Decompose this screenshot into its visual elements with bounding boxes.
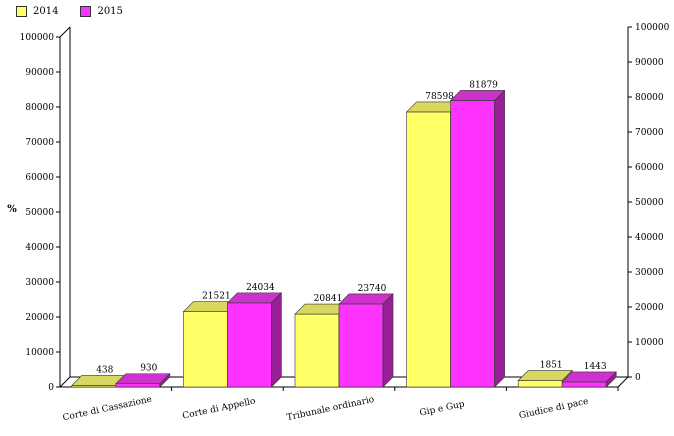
legend-label-2014: 2014: [33, 6, 59, 17]
y-tick-label-right: 50000: [635, 198, 664, 208]
bar-side: [271, 292, 282, 388]
bar-front: [183, 311, 228, 388]
x-tick-label: Giudice di pace: [518, 397, 589, 421]
data-label: 78598: [425, 92, 454, 102]
y-tick-label-right: 60000: [635, 163, 664, 173]
bar-side: [382, 293, 394, 388]
bar-front: [338, 303, 384, 388]
y-tick-label-left: 50000: [25, 208, 54, 218]
depth-edge-top-left: [59, 26, 71, 38]
y-tick-label-left: 30000: [25, 278, 54, 288]
chart-legend: 2014 2015: [16, 6, 123, 17]
data-label: 21521: [202, 292, 231, 302]
x-tick-label: Gip e Gup: [419, 399, 466, 418]
y-tick-label-right: 40000: [635, 233, 664, 243]
x-tick-label: Tribunale ordinario: [286, 395, 375, 423]
x-tick-label: Corte di Appello: [182, 396, 257, 421]
y-tick-label-left: 20000: [25, 313, 54, 323]
data-label: 20841: [314, 294, 343, 304]
y-tick-label-right: 100000: [635, 23, 670, 33]
y-tick-label-right: 30000: [635, 268, 664, 278]
legend-label-2015: 2015: [97, 6, 123, 17]
y-tick-label-right: 80000: [635, 93, 664, 103]
y-tick-label-right: 10000: [635, 338, 664, 348]
y-tick-label-left: 90000: [25, 68, 54, 78]
bar-side: [605, 371, 617, 388]
depth-edge-bottom-left: [59, 376, 71, 388]
bar-front: [517, 380, 563, 388]
y-tick-label-left: 40000: [25, 243, 54, 253]
bar-side: [159, 373, 171, 388]
y-tick-label-left: 0: [48, 383, 54, 393]
data-label: 24034: [246, 283, 275, 293]
data-label: 930: [140, 364, 157, 374]
y-tick-label-right: 0: [635, 373, 641, 383]
data-label: 1443: [584, 362, 607, 372]
bar-front: [406, 111, 451, 388]
bar-front: [561, 381, 607, 388]
bar-side: [494, 89, 505, 388]
data-label: 438: [96, 365, 113, 375]
y-tick-label-right: 20000: [635, 303, 664, 313]
y-axis-label: %: [7, 204, 17, 215]
y-tick-label-right: 90000: [635, 58, 664, 68]
y-tick-label-left: 80000: [25, 103, 54, 113]
y-tick-label-left: 10000: [25, 348, 54, 358]
y-tick-label-right: 70000: [635, 128, 664, 138]
x-tick-label: Corte di Cassazione: [62, 395, 153, 424]
bar-front: [294, 313, 340, 388]
legend-swatch-2015: [80, 6, 92, 17]
data-label: 1851: [540, 361, 563, 371]
legend-item-2014: 2014: [16, 6, 58, 17]
legend-item-2015: 2015: [80, 6, 123, 17]
bar-front: [115, 383, 161, 388]
depth-edge-bottom-right: [617, 376, 629, 388]
bar-front: [227, 302, 272, 388]
y-tick-label-left: 60000: [25, 173, 54, 183]
data-label: 23740: [358, 284, 387, 294]
y-tick-label-left: 70000: [25, 138, 54, 148]
y-tick-label-left: 100000: [20, 33, 55, 43]
legend-swatch-2014: [16, 6, 27, 17]
bar-front: [450, 100, 495, 388]
data-label: 81879: [469, 80, 498, 90]
